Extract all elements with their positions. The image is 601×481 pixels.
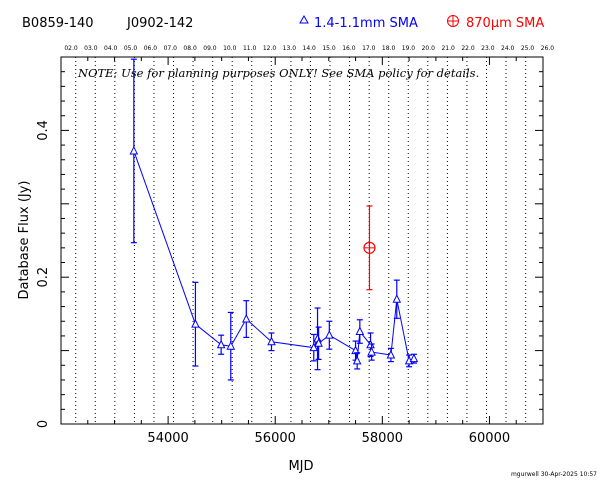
data-point bbox=[355, 326, 365, 336]
top-year-label: 17.0 bbox=[362, 45, 376, 52]
top-year-label: 25.0 bbox=[521, 45, 535, 52]
top-year-label: 12.0 bbox=[263, 45, 277, 52]
legend-blue: 1.4-1.1mm SMA bbox=[299, 14, 418, 31]
top-year-label: 21.0 bbox=[441, 45, 455, 52]
top-year-label: 06.0 bbox=[144, 45, 158, 52]
top-year-label: 03.0 bbox=[84, 45, 98, 52]
series bbox=[129, 58, 419, 381]
top-year-label: 19.0 bbox=[402, 45, 416, 52]
data-point bbox=[351, 345, 360, 355]
source-name: B0859-140 bbox=[22, 16, 94, 31]
top-year-label: 02.0 bbox=[64, 45, 78, 52]
data-point bbox=[386, 349, 396, 359]
legend-red: 870μm SMA bbox=[447, 15, 544, 31]
x-tick-label: 58000 bbox=[362, 431, 403, 446]
top-year-label: 05.0 bbox=[124, 45, 138, 52]
top-year-label: 07.0 bbox=[164, 45, 178, 52]
data-point bbox=[267, 336, 276, 346]
top-year-label: 08.0 bbox=[183, 45, 197, 52]
data-point bbox=[216, 339, 226, 349]
top-year-label: 11.0 bbox=[243, 45, 257, 52]
series bbox=[363, 205, 376, 291]
top-year-axis: 02.0 03.0 04.0 05.0 06.0 07.0 08.0 09.0 10.0 11.0… bbox=[64, 45, 554, 52]
top-year-label: 23.0 bbox=[481, 45, 495, 52]
triangle-marker-icon bbox=[299, 14, 309, 24]
series-line bbox=[133, 150, 415, 362]
data-point bbox=[352, 355, 362, 365]
data-point bbox=[325, 330, 334, 339]
x-tick-label: 56000 bbox=[255, 431, 296, 446]
y-tick-label: 0.4 bbox=[36, 120, 51, 141]
planning-note: NOTE: Use for planning purposes ONLY! Se… bbox=[77, 66, 479, 80]
top-year-label: 04.0 bbox=[104, 45, 118, 52]
alt-name: J0902-142 bbox=[126, 16, 193, 31]
data-series bbox=[129, 58, 419, 381]
data-point bbox=[191, 319, 200, 328]
data-point bbox=[409, 353, 419, 363]
legend-blue-label: 1.4-1.1mm SMA bbox=[314, 16, 418, 31]
top-year-label: 22.0 bbox=[461, 45, 475, 52]
y-tick-label: 0 bbox=[36, 420, 51, 428]
top-year-label: 13.0 bbox=[283, 45, 297, 52]
data-point bbox=[309, 342, 319, 352]
x-axis-title: MJD bbox=[288, 459, 313, 474]
top-year-label: 16.0 bbox=[342, 45, 356, 52]
x-tick-label: 60000 bbox=[469, 431, 510, 446]
top-year-label: 10.0 bbox=[223, 45, 237, 52]
top-year-label: 26.0 bbox=[541, 45, 555, 52]
data-point bbox=[314, 338, 323, 347]
x-axis: 54000 56000 58000 60000 bbox=[60, 57, 544, 446]
top-year-label: 14.0 bbox=[303, 45, 317, 52]
footer-stamp: mgurwell 30-Apr-2025 10:57 bbox=[511, 471, 597, 478]
y-axis-title: Database Flux (Jy) bbox=[17, 181, 32, 300]
top-year-label: 24.0 bbox=[501, 45, 515, 52]
top-year-label: 15.0 bbox=[322, 45, 336, 52]
data-point bbox=[367, 346, 376, 356]
data-point bbox=[129, 145, 139, 155]
data-point bbox=[241, 313, 251, 323]
top-year-label: 18.0 bbox=[382, 45, 396, 52]
data-point bbox=[226, 341, 236, 350]
top-year-label: 09.0 bbox=[203, 45, 217, 52]
year-gridlines bbox=[75, 57, 527, 424]
y-tick-label: 0.2 bbox=[36, 267, 51, 288]
top-year-label: 20.0 bbox=[422, 45, 436, 52]
y-axis: 0 0.2 0.4 bbox=[36, 56, 543, 428]
legend-red-label: 870μm SMA bbox=[466, 16, 544, 31]
x-tick-label: 54000 bbox=[147, 431, 188, 446]
data-point bbox=[392, 294, 402, 303]
